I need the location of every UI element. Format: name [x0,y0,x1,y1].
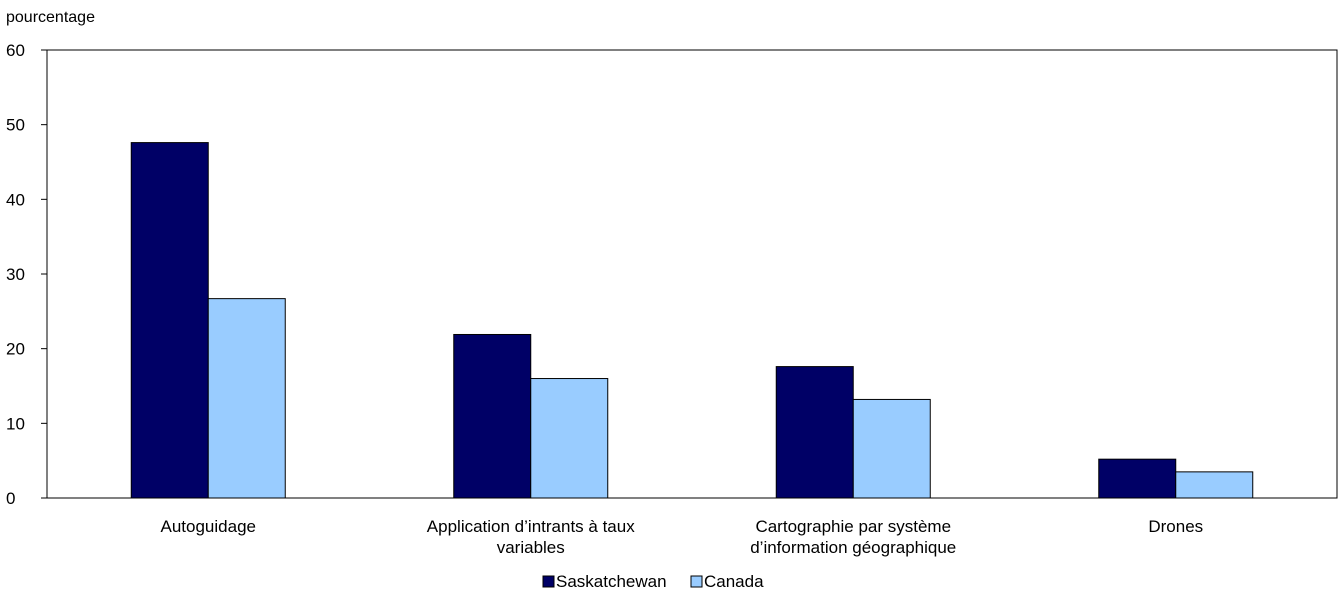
y-tick-label: 60 [6,41,25,60]
bar-canada-0 [207,298,286,499]
bars [130,142,1254,499]
y-tick-label: 40 [6,190,25,209]
bar-canada-3 [1175,471,1254,499]
y-tick-label: 50 [6,116,25,135]
x-tick-label: Autoguidage [161,517,256,536]
y-tick-label: 10 [6,414,25,433]
legend-label-canada: Canada [704,572,764,591]
legend: Saskatchewan Canada [542,572,764,591]
x-axis: Autoguidage Application d’intrants à taux… [161,517,1204,557]
bar-saskatchewan-3 [1098,458,1177,499]
bar-saskatchewan-2 [775,366,854,499]
x-tick-label: Application d’intrants à taux variables [427,517,635,557]
y-tick-label: 20 [6,340,25,359]
x-tick-label: Cartographie par système d’information gé… [750,517,956,557]
y-tick-label: 0 [6,489,15,508]
y-axis-title: pourcentage [6,9,95,26]
bar-canada-2 [852,398,931,499]
x-tick-label: Drones [1148,517,1203,536]
bar-saskatchewan-1 [453,333,532,499]
bar-canada-1 [530,378,609,499]
legend-label-saskatchewan: Saskatchewan [556,572,667,591]
y-axis: 0 10 20 30 40 50 60 [6,41,47,508]
legend-swatch-canada [690,575,703,588]
legend-swatch-saskatchewan [542,575,555,588]
y-tick-label: 30 [6,265,25,284]
bar-saskatchewan-0 [130,142,209,499]
